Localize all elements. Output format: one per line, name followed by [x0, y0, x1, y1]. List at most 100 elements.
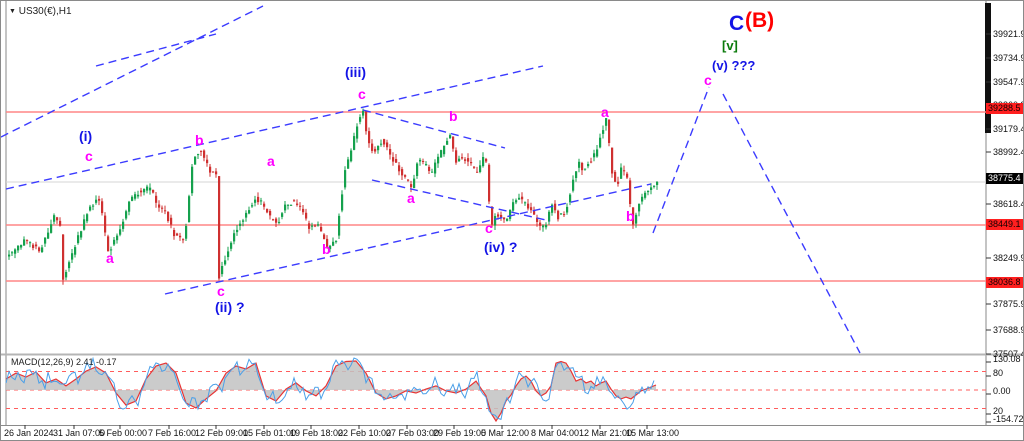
elliott-trendline[interactable]: [371, 179, 551, 222]
wave-annotation[interactable]: (ii) ?: [215, 299, 245, 315]
wave-annotation[interactable]: b: [626, 208, 635, 224]
wave-annotation[interactable]: (B): [745, 9, 775, 32]
candle-body: [8, 254, 11, 257]
candle-body: [269, 211, 272, 216]
wave-annotation[interactable]: b: [195, 132, 204, 148]
candle-body: [134, 194, 137, 199]
candle-body: [248, 210, 251, 214]
candle-body: [371, 143, 374, 151]
candle-body: [209, 166, 212, 173]
candle-body: [56, 217, 59, 221]
time-axis-label[interactable]: 15 Mar 13:00: [626, 428, 680, 438]
wave-annotation[interactable]: (i): [79, 128, 93, 144]
candle-body: [11, 252, 14, 254]
wave-annotation[interactable]: (iii): [345, 64, 366, 80]
wave-annotation[interactable]: a: [106, 250, 114, 266]
candle-body: [548, 211, 551, 222]
time-axis-label[interactable]: 27 Feb 03:00: [386, 428, 440, 438]
time-axis-label[interactable]: 19 Feb 18:00: [290, 428, 344, 438]
price-axis-label[interactable]: 37507.4: [993, 349, 1024, 359]
wave-annotation[interactable]: c: [358, 86, 366, 102]
candle-body: [305, 212, 308, 219]
wave-annotation[interactable]: b: [322, 241, 331, 257]
candle-body: [164, 210, 167, 212]
elliott-trendline[interactable]: [362, 109, 506, 149]
candle-body: [176, 233, 179, 236]
price-axis-label[interactable]: 37688.9: [993, 325, 1024, 335]
price-axis-label[interactable]: 39547.9: [993, 77, 1024, 87]
candle-body: [290, 204, 293, 206]
candle-body: [389, 149, 392, 155]
macd-axis-label[interactable]: 0.00: [993, 386, 1011, 396]
elliott-trendline[interactable]: [722, 93, 861, 354]
elliott-trendline[interactable]: [5, 65, 544, 190]
wave-annotation[interactable]: (iv) ?: [484, 239, 518, 255]
price-line-label[interactable]: 39288.5: [986, 103, 1023, 114]
candle-body: [614, 171, 617, 182]
candle-body: [455, 150, 458, 163]
wave-annotation[interactable]: a: [407, 190, 415, 206]
time-axis-label[interactable]: 5 Feb 00:00: [99, 428, 148, 438]
candle-body: [278, 221, 281, 223]
price-axis-label[interactable]: 39734.9: [993, 53, 1024, 63]
time-axis-label[interactable]: 7 Feb 16:00: [148, 428, 197, 438]
scale-drag-bar[interactable]: [985, 3, 991, 133]
price-line-label[interactable]: 38036.8: [986, 277, 1023, 288]
candle-body: [314, 225, 317, 227]
time-axis-label[interactable]: 8 Mar 04:00: [531, 428, 580, 438]
price-axis-label[interactable]: 38618.4: [993, 199, 1024, 209]
time-axis-label[interactable]: 12 Feb 09:00: [195, 428, 249, 438]
candle-body: [647, 190, 650, 193]
time-axis-label[interactable]: 12 Mar 21:00: [579, 428, 633, 438]
wave-annotation[interactable]: b: [449, 108, 458, 124]
candle-body: [641, 196, 644, 202]
wave-annotation[interactable]: C: [729, 12, 745, 35]
candle-body: [230, 242, 233, 249]
macd-axis-label[interactable]: 130.08: [993, 354, 1021, 364]
time-axis-label[interactable]: 29 Feb 19:00: [433, 428, 487, 438]
candle-body: [449, 135, 452, 139]
price-axis-label[interactable]: 39179.4: [993, 124, 1024, 134]
candle-body: [596, 149, 599, 157]
elliott-trendline[interactable]: [652, 86, 710, 234]
time-axis-label[interactable]: 31 Jan 07:00: [53, 428, 106, 438]
time-axis-label[interactable]: 5 Mar 12:00: [481, 428, 530, 438]
wave-annotation[interactable]: a: [267, 153, 275, 169]
time-axis-label[interactable]: 22 Feb 10:00: [338, 428, 392, 438]
time-axis-label[interactable]: 15 Feb 01:00: [243, 428, 297, 438]
wave-annotation[interactable]: c: [485, 220, 493, 236]
wave-annotation[interactable]: a: [601, 104, 609, 120]
candle-body: [341, 194, 344, 211]
wave-annotation[interactable]: (v) ???: [712, 58, 756, 73]
chart-title[interactable]: ▼ US30(€),H1: [9, 6, 72, 17]
current-price-label[interactable]: 38775.4: [986, 173, 1023, 184]
elliott-trendline[interactable]: [95, 33, 217, 67]
macd-axis-label[interactable]: 80: [993, 368, 1004, 378]
macd-axis-label[interactable]: 20: [993, 406, 1004, 416]
elliott-trendline[interactable]: [1, 5, 264, 138]
candle-body: [413, 178, 416, 189]
candle-body: [473, 166, 476, 168]
candle-body: [95, 199, 98, 203]
candle-body: [98, 198, 101, 201]
candle-body: [494, 216, 497, 226]
price-line-label[interactable]: 38449.1: [986, 219, 1023, 230]
price-axis-label[interactable]: 37875.9: [993, 299, 1024, 309]
elliott-trendline[interactable]: [164, 183, 652, 295]
wave-annotation[interactable]: c: [217, 283, 225, 299]
candle-body: [386, 142, 389, 148]
collapse-triangle-icon[interactable]: ▼: [9, 8, 16, 15]
price-axis-label[interactable]: 38249.9: [993, 253, 1024, 263]
price-axis-label[interactable]: 39921.9: [993, 29, 1024, 39]
candle-body: [383, 139, 386, 145]
time-axis-label[interactable]: 26 Jan 2024: [4, 428, 54, 438]
wave-annotation[interactable]: c: [704, 72, 712, 88]
candle-body: [380, 143, 383, 145]
price-axis-label[interactable]: 38992.4: [993, 147, 1024, 157]
wave-annotation[interactable]: c: [85, 148, 93, 164]
candle-body: [620, 167, 623, 179]
candle-body: [428, 166, 431, 171]
macd-axis-label[interactable]: -154.72: [993, 414, 1024, 424]
wave-annotation[interactable]: [v]: [722, 38, 738, 53]
